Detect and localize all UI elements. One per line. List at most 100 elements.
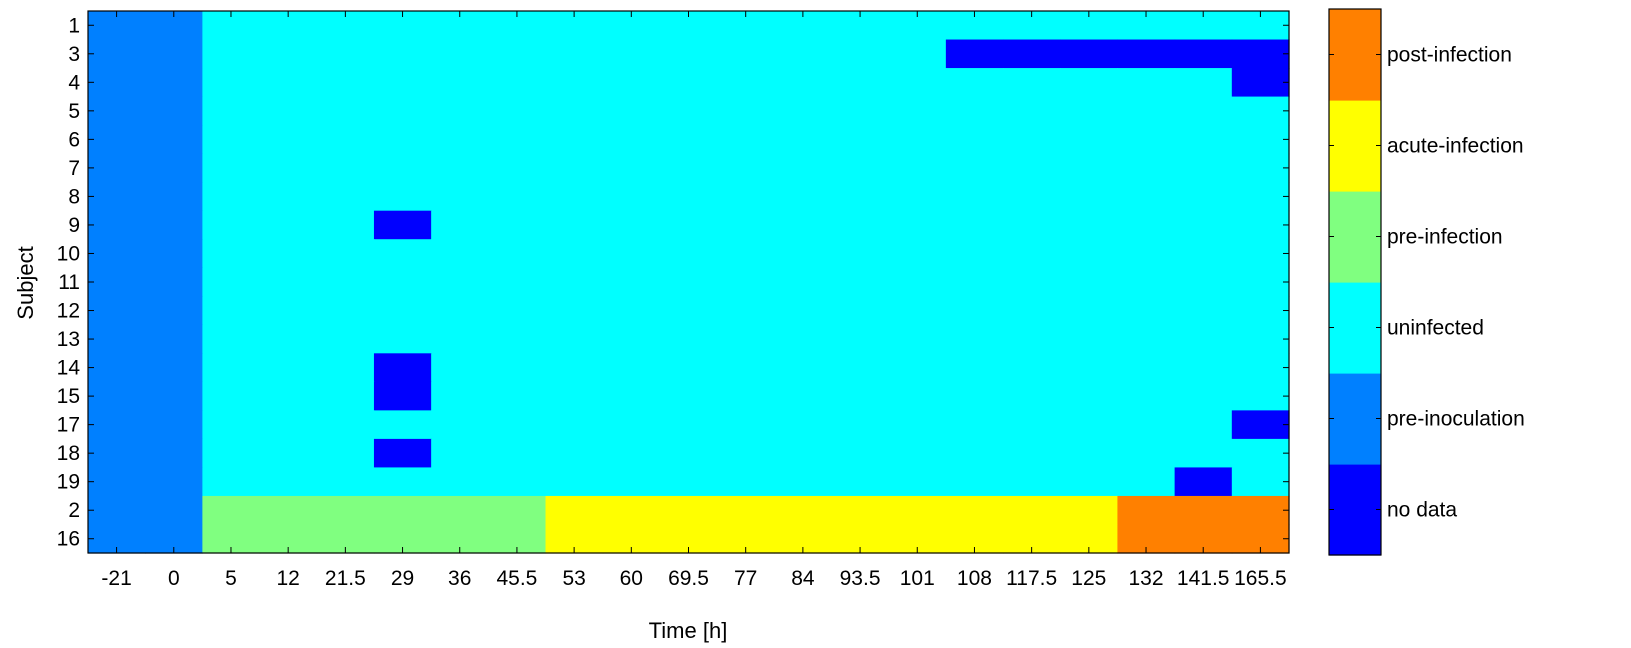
heatmap-cell (945, 353, 1004, 383)
heatmap-cell (717, 182, 775, 212)
heatmap-cell (431, 125, 489, 155)
heatmap-cell (1060, 210, 1119, 240)
heatmap-cell (831, 210, 890, 240)
heatmap-cell (774, 495, 833, 526)
heatmap-cell (659, 210, 718, 240)
heatmap-cell (888, 495, 947, 526)
heatmap-cell (316, 353, 375, 383)
heatmap-cell (145, 68, 203, 98)
heatmap-cell (316, 182, 375, 212)
heatmap-cell (717, 381, 775, 411)
heatmap-cell (373, 39, 432, 69)
heatmap-cell (545, 68, 604, 98)
heatmap-cell (259, 381, 318, 411)
y-tick-label: 10 (57, 242, 80, 265)
heatmap-cell (202, 410, 261, 440)
heatmap-cell (1003, 182, 1061, 212)
heatmap-cell (1174, 410, 1233, 440)
y-tick-label: 17 (57, 414, 80, 437)
x-tick-label: 60 (620, 567, 643, 590)
heatmap-cell (316, 410, 375, 440)
heatmap-cell (888, 68, 947, 98)
heatmap-cell (373, 438, 432, 469)
heatmap-cell (373, 467, 432, 497)
heatmap-cell (945, 324, 1004, 354)
heatmap-cell (945, 438, 1004, 469)
x-tick-label: 29 (391, 567, 414, 590)
heatmap-cell (545, 96, 604, 126)
heatmap-cell (431, 210, 489, 240)
heatmap-cell (145, 324, 203, 354)
heatmap-cell (831, 239, 890, 269)
heatmap-cell (1060, 125, 1119, 155)
heatmap-cell (259, 153, 318, 183)
heatmap-cell (717, 353, 775, 383)
heatmap-cell (774, 239, 833, 269)
colorbar-swatch (1329, 373, 1381, 465)
heatmap-cell (488, 324, 547, 354)
heatmap-cell (945, 296, 1004, 326)
heatmap-cell (1174, 210, 1233, 240)
heatmap-cell (259, 125, 318, 155)
heatmap-cell (88, 210, 146, 240)
heatmap-cell (431, 39, 489, 69)
heatmap-cell (259, 210, 318, 240)
heatmap-cell (545, 495, 604, 526)
colorbar-swatch (1329, 100, 1381, 192)
heatmap-cell (488, 239, 547, 269)
heatmap-cell (717, 324, 775, 354)
heatmap-cell (202, 296, 261, 326)
heatmap-cell (717, 438, 775, 469)
heatmap-cell (1231, 182, 1290, 212)
heatmap-cell (488, 495, 547, 526)
heatmap-cell (659, 324, 718, 354)
heatmap-cell (431, 182, 489, 212)
heatmap-cell (831, 438, 890, 469)
heatmap-cell (945, 68, 1004, 98)
heatmap-cell (202, 438, 261, 469)
heatmap-cell (602, 39, 661, 69)
heatmap-cell (1174, 438, 1233, 469)
heatmap-cell (373, 96, 432, 126)
heatmap-cell (1117, 495, 1176, 526)
heatmap-cell (1174, 125, 1233, 155)
heatmap-cell (488, 410, 547, 440)
heatmap-cell (545, 182, 604, 212)
heatmap-cell (774, 39, 833, 69)
heatmap-cell (945, 153, 1004, 183)
heatmap-cell (717, 153, 775, 183)
heatmap-cell (1231, 210, 1290, 240)
heatmap-cell (774, 210, 833, 240)
heatmap-cell (659, 438, 718, 469)
x-tick-label: 21.5 (325, 567, 366, 590)
heatmap-cell (145, 125, 203, 155)
x-tick-label: 53 (562, 567, 585, 590)
heatmap-cell (945, 239, 1004, 269)
heatmap-cell (1117, 381, 1176, 411)
y-tick-label: 14 (57, 357, 81, 380)
heatmap-cell (316, 467, 375, 497)
heatmap-cell (1117, 182, 1176, 212)
heatmap-cell (602, 267, 661, 297)
heatmap-cell (602, 153, 661, 183)
heatmap-cell (774, 467, 833, 497)
heatmap-cell (316, 438, 375, 469)
heatmap-cell (659, 96, 718, 126)
colorbar-label: pre-inoculation (1387, 408, 1525, 431)
heatmap-cell (945, 39, 1004, 69)
x-tick-label: -21 (101, 567, 131, 590)
heatmap-cell (145, 153, 203, 183)
heatmap-cell (145, 210, 203, 240)
heatmap-cell (202, 239, 261, 269)
y-tick-label: 15 (57, 385, 80, 408)
y-tick-label: 18 (57, 442, 80, 465)
heatmap-cell (774, 153, 833, 183)
heatmap-cell (659, 68, 718, 98)
heatmap-cell (659, 410, 718, 440)
heatmap-cell (1174, 39, 1233, 69)
colorbar-label: post-infection (1387, 44, 1512, 67)
heatmap-cell (431, 153, 489, 183)
heatmap-cell (431, 324, 489, 354)
heatmap-cell (945, 495, 1004, 526)
